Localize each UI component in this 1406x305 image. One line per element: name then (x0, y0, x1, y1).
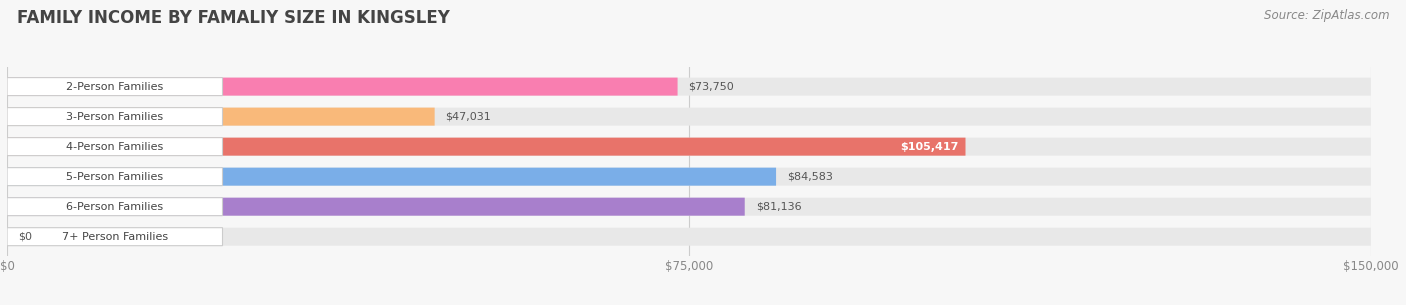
FancyBboxPatch shape (7, 168, 776, 186)
Text: $73,750: $73,750 (689, 82, 734, 92)
FancyBboxPatch shape (7, 138, 966, 156)
Text: $81,136: $81,136 (755, 202, 801, 212)
FancyBboxPatch shape (7, 138, 1371, 156)
Text: 2-Person Families: 2-Person Families (66, 82, 163, 92)
FancyBboxPatch shape (7, 77, 678, 95)
FancyBboxPatch shape (7, 198, 1371, 216)
Text: FAMILY INCOME BY FAMALIY SIZE IN KINGSLEY: FAMILY INCOME BY FAMALIY SIZE IN KINGSLE… (17, 9, 450, 27)
FancyBboxPatch shape (7, 198, 222, 216)
Text: 7+ Person Families: 7+ Person Families (62, 232, 167, 242)
FancyBboxPatch shape (7, 198, 745, 216)
FancyBboxPatch shape (7, 168, 1371, 186)
Text: 5-Person Families: 5-Person Families (66, 172, 163, 182)
FancyBboxPatch shape (7, 77, 222, 95)
Text: 3-Person Families: 3-Person Families (66, 112, 163, 122)
FancyBboxPatch shape (7, 168, 222, 186)
FancyBboxPatch shape (7, 108, 434, 126)
FancyBboxPatch shape (7, 138, 222, 156)
Text: 4-Person Families: 4-Person Families (66, 142, 163, 152)
FancyBboxPatch shape (7, 108, 222, 126)
FancyBboxPatch shape (7, 228, 222, 246)
FancyBboxPatch shape (7, 77, 1371, 95)
Text: 6-Person Families: 6-Person Families (66, 202, 163, 212)
Text: $47,031: $47,031 (446, 112, 491, 122)
Text: Source: ZipAtlas.com: Source: ZipAtlas.com (1264, 9, 1389, 22)
FancyBboxPatch shape (7, 228, 1371, 246)
Text: $84,583: $84,583 (787, 172, 832, 182)
Text: $105,417: $105,417 (900, 142, 959, 152)
FancyBboxPatch shape (7, 108, 1371, 126)
Text: $0: $0 (18, 232, 32, 242)
